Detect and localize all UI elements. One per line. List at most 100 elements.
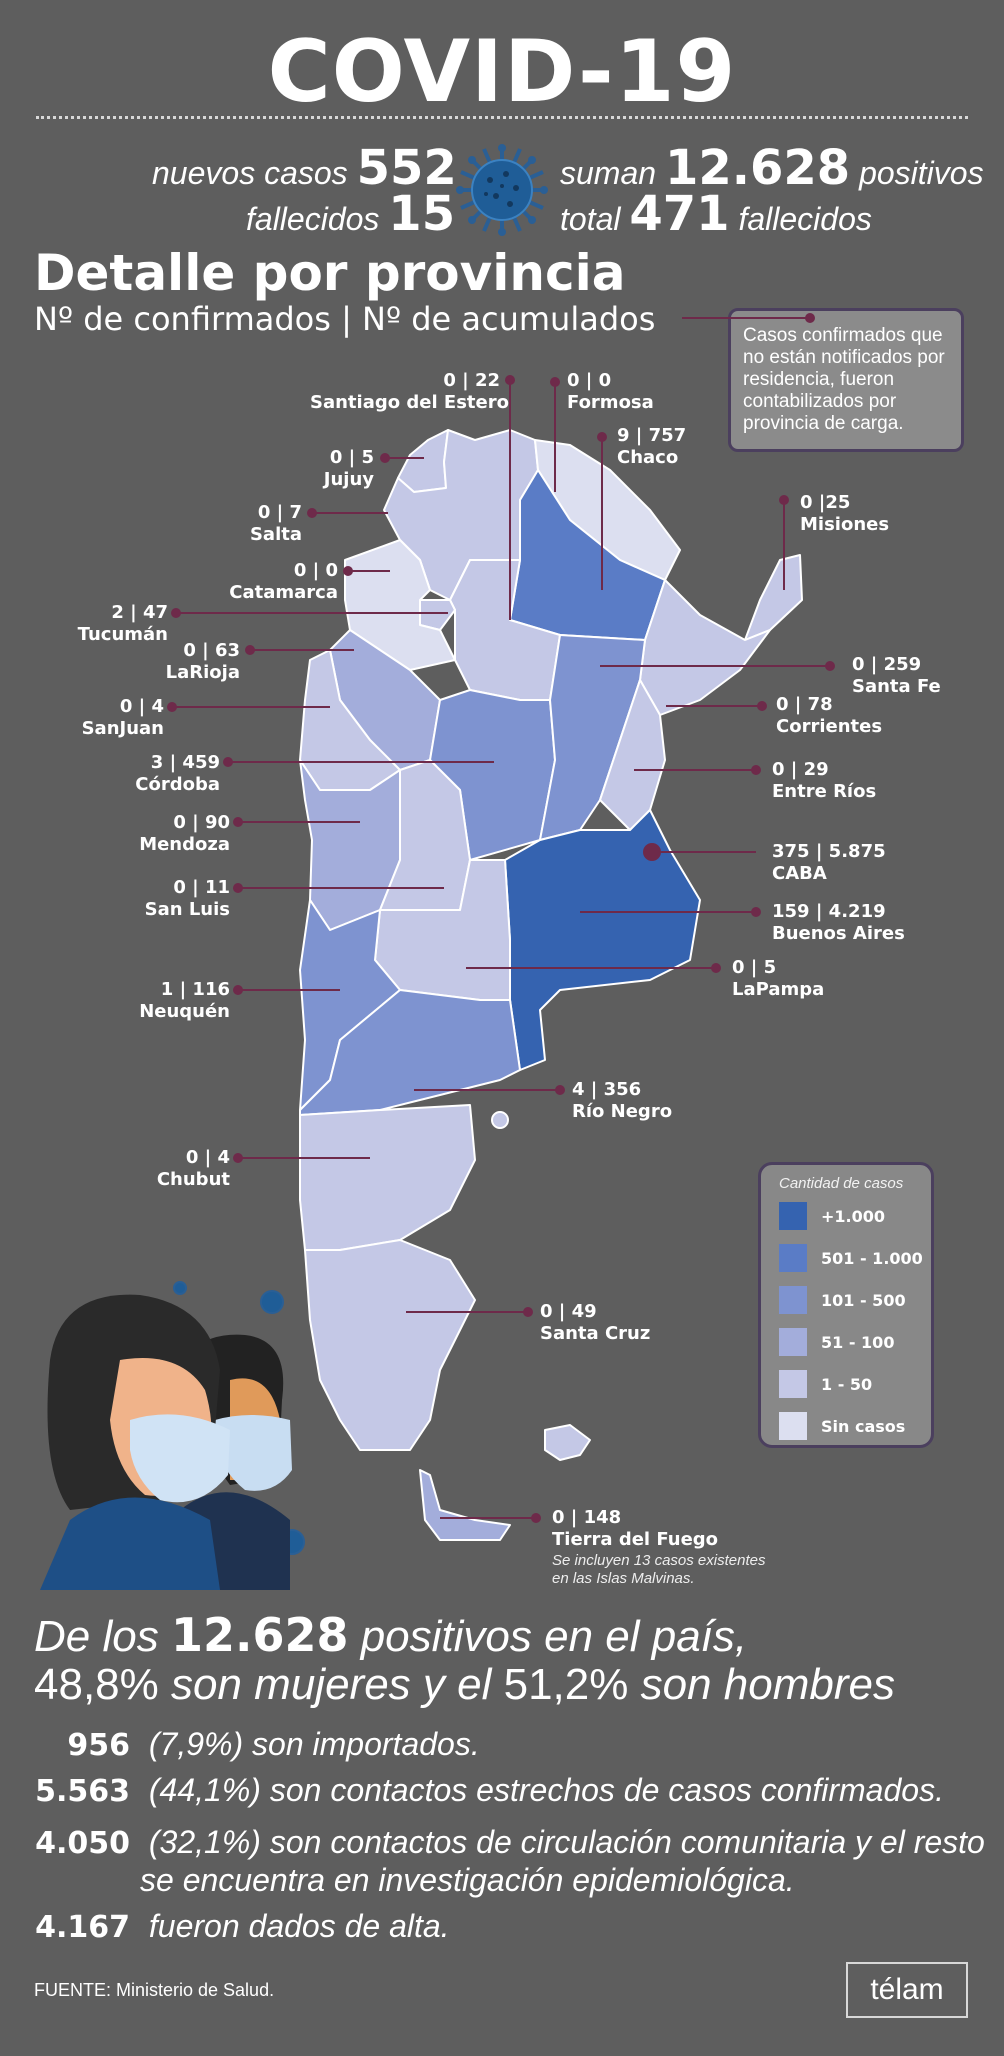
value-sanluis: 0 | 11 [173,877,230,898]
total-deaths-prefix: total [560,201,621,237]
legend-swatch [779,1244,807,1272]
legend-item: 51 - 100 [779,1327,894,1357]
label-formosa: 0 | 0 Formosa [567,370,654,414]
row-text: fueron dados de alta. [148,1908,450,1944]
name-buenosaires: Buenos Aires [772,923,905,944]
value-santiago: 0 | 22 [443,370,500,391]
label-sanluis: 0 | 11 San Luis [130,877,230,921]
value-rionegro: 4 | 356 [572,1079,642,1100]
summary-row: 4.050 (32,1%) son contactos de circulaci… [34,1824,985,1861]
name-salta: Salta [249,524,302,545]
legend-swatch [779,1286,807,1314]
men-text: son hombres [640,1660,895,1709]
province-tierradelfuego [419,1469,511,1541]
label-sanjuan: 0 | 4 SanJuan [80,696,164,740]
note-box: Casos confirmados que no están notificad… [728,308,964,452]
label-santiago: 0 | 22 Santiago del Estero [310,370,509,414]
name-rionegro: Río Negro [572,1101,673,1122]
value-tucuman: 2 | 47 [111,602,168,623]
summary-row: 4.167 fueron dados de alta. [34,1908,450,1945]
total-deaths-suffix: fallecidos [738,201,872,237]
section-subtitle: Nº de confirmados | Nº de acumulados [34,300,656,338]
label-mendoza: 0 | 90 Mendoza [130,812,230,856]
legend-title: Cantidad de casos [779,1175,904,1192]
row-num: 4.167 [35,1910,130,1945]
row-num: 4.050 [35,1826,130,1861]
value-entrerios: 0 | 29 [772,759,829,780]
row-text: son contactos de circulación comunitaria… [269,1824,985,1860]
province-santacruz [304,1239,476,1451]
name-formosa: Formosa [567,392,654,413]
row-pct: (32,1%) [148,1824,261,1860]
legend-swatch [779,1412,807,1440]
new-cases-label: nuevos casos [152,155,348,191]
label-neuquen: 1 | 116 Neuquén [130,979,230,1023]
legend: Cantidad de casos +1.000 501 - 1.000 101… [758,1162,934,1448]
legend-item: +1.000 [779,1201,885,1231]
row-num: 956 [67,1728,130,1763]
value-caba: 375 | 5.875 [772,841,886,862]
label-salta: 0 | 7 Salta [240,502,302,546]
name-sanjuan: SanJuan [81,718,164,739]
divider [36,116,968,119]
value-larioja: 0 | 63 [183,640,240,661]
value-salta: 0 | 7 [257,502,302,523]
value-formosa: 0 | 0 [567,370,612,391]
new-cases-stat: nuevos casos 552 [152,140,457,196]
summary-line-1: De los 12.628 positivos en el país, [34,1608,747,1662]
value-tierradelfuego: 0 | 148 [552,1507,622,1528]
total-deaths-stat: total 471 fallecidos [560,186,872,242]
value-lapampa: 0 | 5 [732,957,777,978]
legend-label: 51 - 100 [821,1332,895,1352]
legend-swatch [779,1328,807,1356]
source-credit: FUENTE: Ministerio de Salud. [34,1980,275,2000]
row-text: son importados. [252,1726,480,1762]
label-buenosaires: 159 | 4.219 Buenos Aires [772,901,905,945]
legend-label: 1 - 50 [821,1374,873,1394]
name-entrerios: Entre Ríos [772,781,877,802]
value-chaco: 9 | 757 [617,425,687,446]
label-caba: 375 | 5.875 CABA [772,841,886,885]
telam-logo[interactable]: télam [846,1962,968,2018]
women-text: son mujeres y el [171,1660,492,1709]
deaths-stat: fallecidos 15 [246,186,455,242]
row-pct: (7,9%) [148,1726,244,1762]
virus-icon [456,144,548,240]
province-chubut [299,1104,476,1251]
legend-label: 501 - 1.000 [821,1248,923,1268]
label-santacruz: 0 | 49 Santa Cruz [540,1301,650,1345]
legend-label: 101 - 500 [821,1290,906,1310]
tdf-note: Se incluyen 13 casos existentes en las I… [552,1552,765,1588]
label-entrerios: 0 | 29 Entre Ríos [772,759,876,803]
page-title: COVID-19 [267,22,737,122]
label-misiones: 0 |25 Misiones [800,492,889,536]
name-tucuman: Tucumán [77,624,168,645]
name-chubut: Chubut [156,1169,230,1190]
tdf-note-line-1: Se incluyen 13 casos existentes [552,1552,766,1569]
value-misiones: 0 |25 [800,492,851,513]
summary-row: 956 (7,9%) son importados. [34,1726,480,1763]
label-tierradelfuego: 0 | 148 Tierra del Fuego [552,1507,718,1551]
label-lapampa: 0 | 5 LaPampa [732,957,824,1001]
deaths-label: fallecidos [246,201,380,237]
label-tucuman: 2 | 47 Tucumán [60,602,168,646]
province-misiones [744,554,803,641]
name-neuquen: Neuquén [139,1001,230,1022]
province-santafe [539,634,646,841]
total-positives-stat: suman 12.628 positivos [560,140,984,196]
name-tierradelfuego: Tierra del Fuego [552,1529,719,1550]
masked-people-illustration [40,1281,305,1590]
men-pct: 51,2% [503,1660,629,1709]
name-sanluis: San Luis [144,899,230,920]
name-santafe: Santa Fe [852,676,941,697]
summary-pre: De los [34,1612,159,1661]
value-cordoba: 3 | 459 [150,752,220,773]
summary-post: positivos en el país, [360,1612,748,1661]
summary-row: 5.563 (44,1%) son contactos estrechos de… [34,1772,944,1809]
name-misiones: Misiones [800,514,890,535]
name-larioja: LaRioja [165,662,240,683]
value-neuquen: 1 | 116 [160,979,230,1000]
total-deaths-value: 471 [629,186,730,242]
province-buenosaires [504,809,701,1071]
